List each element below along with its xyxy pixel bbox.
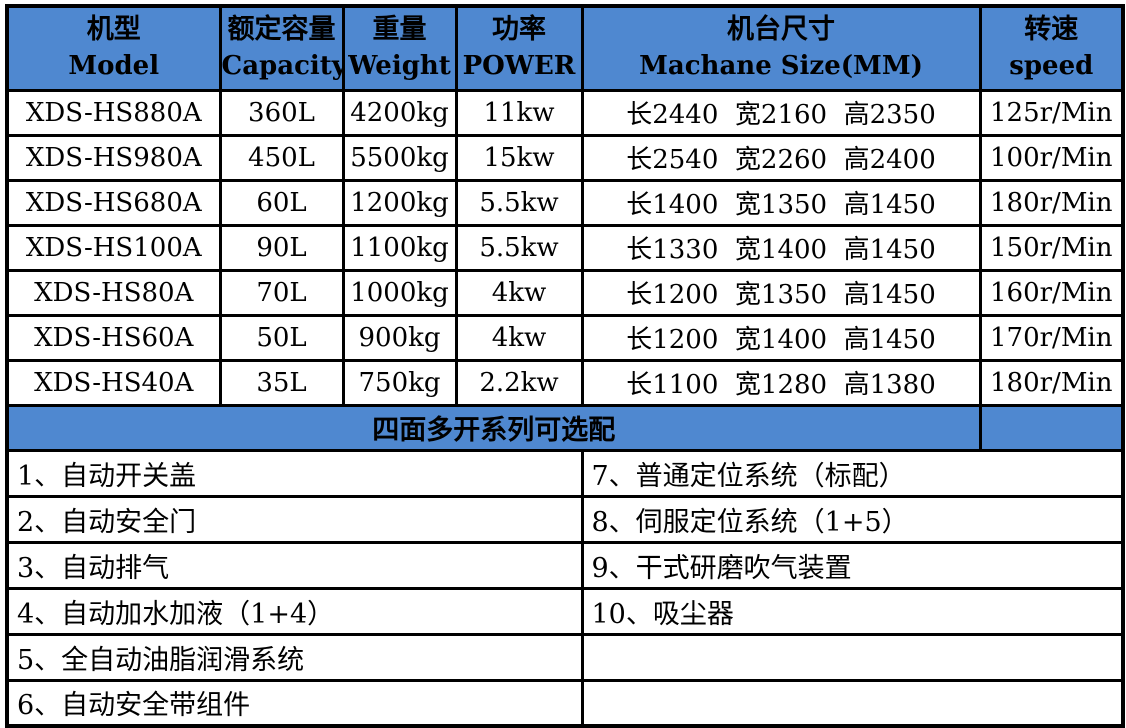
cell-size: 长1100 宽1280 高1380 <box>580 358 982 407</box>
cell-model: XDS-HS80A <box>5 268 222 317</box>
cell-weight: 5500kg <box>341 133 458 182</box>
cell-power: 2.2kw <box>454 358 584 407</box>
option-left: 1、自动开关盖 <box>5 448 584 498</box>
cell-capacity: 90L <box>218 223 345 272</box>
col-header-power: 功率 POWER <box>454 4 584 92</box>
cell-speed: 100r/Min <box>978 133 1125 182</box>
col-header-speed-en: speed <box>1009 50 1094 81</box>
option-right: 8、伺服定位系统（1+5） <box>580 494 1125 544</box>
option-right: 10、吸尘器 <box>580 586 1125 636</box>
col-header-power-zh: 功率 <box>492 14 546 46</box>
option-left: 2、自动安全门 <box>5 494 584 544</box>
spec-table: 机型 Model 额定容量 Capacity 重量 Weight 功率 POWE… <box>5 4 1125 728</box>
option-right: 7、普通定位系统（标配） <box>580 448 1125 498</box>
col-header-size-zh: 机台尺寸 <box>727 14 835 46</box>
option-right: 9、干式研磨吹气装置 <box>580 540 1125 590</box>
table-row: XDS-HS680A 60L 1200kg 5.5kw 长1400 宽1350 … <box>5 178 1125 227</box>
band-row: 四面多开系列可选配 <box>5 403 1125 452</box>
cell-model: XDS-HS60A <box>5 313 222 362</box>
cell-weight: 1100kg <box>341 223 458 272</box>
cell-weight: 1000kg <box>341 268 458 317</box>
band-empty-cell <box>978 403 1125 452</box>
option-row: 2、自动安全门 8、伺服定位系统（1+5） <box>5 494 1125 544</box>
col-header-weight: 重量 Weight <box>341 4 458 92</box>
option-row: 5、全自动油脂润滑系统 <box>5 632 1125 682</box>
cell-model: XDS-HS980A <box>5 133 222 182</box>
cell-capacity: 60L <box>218 178 345 227</box>
col-header-capacity-zh: 额定容量 <box>227 14 336 46</box>
cell-weight: 900kg <box>341 313 458 362</box>
cell-weight: 4200kg <box>341 88 458 137</box>
cell-speed: 150r/Min <box>978 223 1125 272</box>
cell-size: 长1400 宽1350 高1450 <box>580 178 982 227</box>
cell-size: 长2540 宽2260 高2400 <box>580 133 982 182</box>
table-row: XDS-HS40A 35L 750kg 2.2kw 长1100 宽1280 高1… <box>5 358 1125 407</box>
cell-weight: 750kg <box>341 358 458 407</box>
col-header-size: 机台尺寸 Machane Size(MM) <box>580 4 982 92</box>
cell-speed: 180r/Min <box>978 178 1125 227</box>
table-row: XDS-HS80A 70L 1000kg 4kw 长1200 宽1350 高14… <box>5 268 1125 317</box>
col-header-model-en: Model <box>68 50 160 81</box>
col-header-speed-zh: 转速 <box>1024 14 1079 46</box>
option-left: 3、自动排气 <box>5 540 584 590</box>
cell-weight: 1200kg <box>341 178 458 227</box>
cell-size: 长1330 宽1400 高1450 <box>580 223 982 272</box>
col-header-weight-en: Weight <box>348 50 451 81</box>
option-row: 6、自动安全带组件 <box>5 678 1125 728</box>
cell-model: XDS-HS40A <box>5 358 222 407</box>
option-right <box>580 632 1125 682</box>
option-left: 6、自动安全带组件 <box>5 678 584 728</box>
option-right <box>580 678 1125 728</box>
col-header-capacity: 额定容量 Capacity <box>218 4 345 92</box>
band-label: 四面多开系列可选配 <box>5 403 982 452</box>
col-header-weight-zh: 重量 <box>372 14 427 46</box>
cell-power: 5.5kw <box>454 223 584 272</box>
cell-size: 长1200 宽1350 高1450 <box>580 268 982 317</box>
cell-power: 5.5kw <box>454 178 584 227</box>
cell-capacity: 35L <box>218 358 345 407</box>
col-header-size-en: Machane Size(MM) <box>639 50 923 81</box>
cell-speed: 180r/Min <box>978 358 1125 407</box>
col-header-model: 机型 Model <box>5 4 222 92</box>
option-row: 4、自动加水加液（1+4） 10、吸尘器 <box>5 586 1125 636</box>
cell-capacity: 70L <box>218 268 345 317</box>
cell-speed: 125r/Min <box>978 88 1125 137</box>
cell-capacity: 360L <box>218 88 345 137</box>
header-row: 机型 Model 额定容量 Capacity 重量 Weight 功率 POWE… <box>5 4 1125 92</box>
cell-capacity: 50L <box>218 313 345 362</box>
cell-size: 长2440 宽2160 高2350 <box>580 88 982 137</box>
col-header-capacity-en: Capacity <box>221 50 343 81</box>
cell-size: 长1200 宽1400 高1450 <box>580 313 982 362</box>
cell-power: 4kw <box>454 313 584 362</box>
cell-capacity: 450L <box>218 133 345 182</box>
option-left: 4、自动加水加液（1+4） <box>5 586 584 636</box>
cell-model: XDS-HS100A <box>5 223 222 272</box>
table-row: XDS-HS880A 360L 4200kg 11kw 长2440 宽2160 … <box>5 88 1125 137</box>
col-header-speed: 转速 speed <box>978 4 1125 92</box>
table-row: XDS-HS60A 50L 900kg 4kw 长1200 宽1400 高145… <box>5 313 1125 362</box>
option-left: 5、全自动油脂润滑系统 <box>5 632 584 682</box>
cell-model: XDS-HS880A <box>5 88 222 137</box>
table-row: XDS-HS100A 90L 1100kg 5.5kw 长1330 宽1400 … <box>5 223 1125 272</box>
cell-model: XDS-HS680A <box>5 178 222 227</box>
col-header-power-en: POWER <box>462 50 576 81</box>
cell-speed: 160r/Min <box>978 268 1125 317</box>
option-row: 1、自动开关盖 7、普通定位系统（标配） <box>5 448 1125 498</box>
cell-power: 4kw <box>454 268 584 317</box>
cell-power: 11kw <box>454 88 584 137</box>
option-row: 3、自动排气 9、干式研磨吹气装置 <box>5 540 1125 590</box>
col-header-model-zh: 机型 <box>86 14 141 46</box>
cell-speed: 170r/Min <box>978 313 1125 362</box>
cell-power: 15kw <box>454 133 584 182</box>
table-row: XDS-HS980A 450L 5500kg 15kw 长2540 宽2260 … <box>5 133 1125 182</box>
